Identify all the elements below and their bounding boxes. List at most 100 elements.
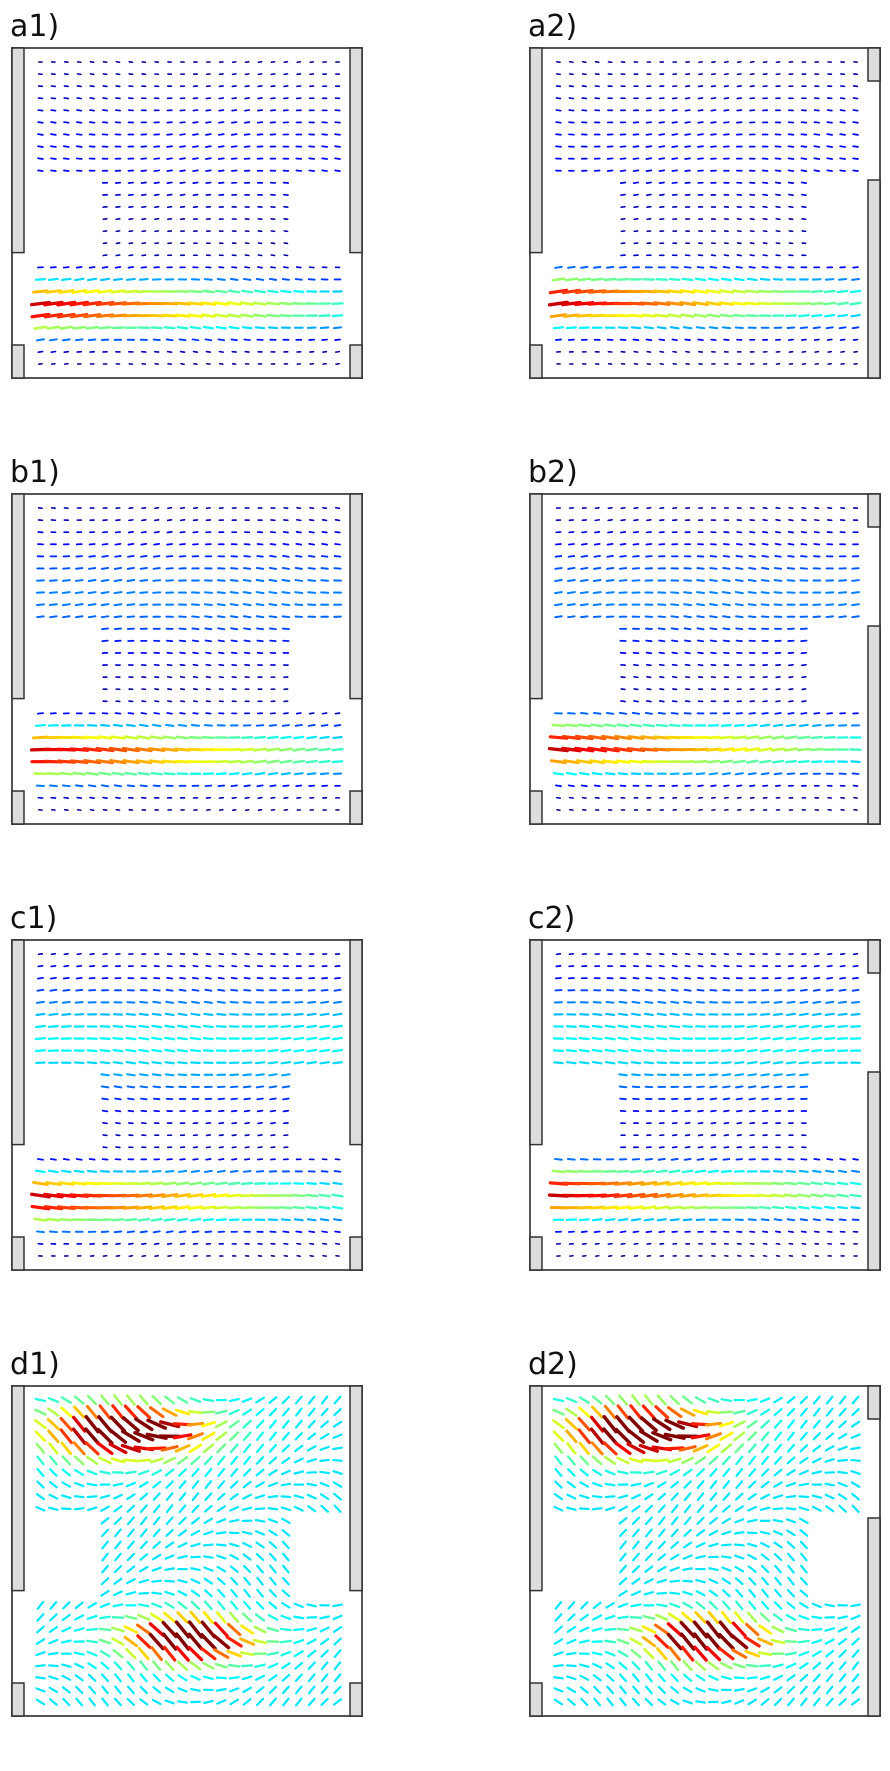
flow-vector: [733, 1650, 746, 1658]
flow-vector: [669, 1459, 680, 1462]
flow-vector: [722, 1545, 731, 1546]
flow-vector: [258, 74, 261, 75]
flow-vector: [177, 1183, 188, 1185]
flow-vector: [101, 279, 109, 280]
panel-label: d2): [528, 1347, 578, 1382]
flow-vector: [671, 1687, 678, 1692]
flow-vector: [320, 1460, 329, 1461]
flow-vector: [695, 761, 706, 762]
flow-vector: [37, 1494, 44, 1499]
flow-vector: [759, 1183, 770, 1184]
flow-vector: [840, 158, 845, 159]
flow-vector: [811, 1195, 822, 1197]
flow-vector: [229, 1665, 239, 1666]
flow-vector: [258, 110, 262, 111]
flow-vector: [698, 122, 703, 123]
flow-vector: [685, 628, 691, 629]
flow-vector: [812, 737, 822, 738]
flow-vector: [36, 1410, 46, 1415]
flow-vector: [142, 195, 146, 196]
flow-vector: [660, 701, 664, 702]
flow-vector: [219, 352, 223, 353]
flow-vector: [307, 1026, 316, 1027]
flow-vector: [618, 1171, 629, 1172]
flow-vector: [735, 1700, 743, 1703]
flow-vector: [828, 339, 832, 340]
flow-vector: [607, 267, 613, 268]
flow-vector: [748, 1062, 756, 1063]
flow-vector: [321, 580, 328, 581]
flow-vector: [776, 207, 780, 208]
flow-vector: [647, 532, 651, 533]
flow-vector: [321, 1421, 327, 1427]
flow-vector: [270, 556, 276, 557]
flow-vector: [632, 1050, 641, 1051]
flow-vector: [579, 1430, 589, 1443]
flow-vector: [115, 1566, 121, 1572]
flow-vector: [113, 327, 124, 328]
flow-vector: [723, 773, 730, 774]
flow-vector: [88, 1050, 97, 1051]
flow-vector: [242, 1665, 252, 1666]
flow-vector: [854, 954, 858, 955]
flow-vector: [708, 761, 719, 762]
flow-vector: [607, 1699, 612, 1706]
flow-vector: [643, 1207, 655, 1209]
flow-vector: [38, 170, 43, 171]
flow-vector: [568, 1482, 575, 1487]
flow-vector: [242, 1626, 253, 1634]
flow-vector: [852, 279, 859, 280]
flow-vector: [255, 737, 265, 738]
flow-vector: [605, 279, 616, 280]
flow-vector: [593, 1470, 601, 1475]
flow-vector: [568, 1495, 576, 1499]
flow-vector: [114, 1050, 123, 1051]
flow-vector: [852, 616, 859, 617]
flow-vector: [619, 1038, 628, 1039]
flow-vector: [61, 1418, 72, 1430]
flow-vector: [257, 1566, 263, 1573]
flow-vector: [851, 1605, 859, 1606]
flow-vector: [801, 134, 806, 135]
flow-vector: [63, 1602, 69, 1608]
flow-vector: [73, 291, 86, 293]
flow-vector: [112, 1628, 123, 1631]
flow-vector: [193, 978, 198, 979]
flow-vector: [321, 327, 328, 328]
flow-vector: [775, 1433, 781, 1440]
flow-vector: [646, 1159, 652, 1160]
flow-vector: [206, 158, 211, 159]
flow-vector: [658, 1699, 665, 1704]
flow-vector: [710, 568, 716, 569]
flow-vector: [656, 1407, 668, 1418]
flow-vector: [802, 182, 806, 183]
flow-vector: [321, 1639, 328, 1644]
flow-vector: [853, 1687, 859, 1693]
flow-vector: [621, 532, 625, 533]
flow-vector: [685, 1518, 691, 1525]
flow-vector: [567, 1653, 576, 1654]
flow-vector: [645, 1566, 652, 1571]
flow-vector: [297, 713, 301, 714]
flow-vector: [48, 327, 60, 329]
flow-vector: [140, 1580, 148, 1583]
flow-vector: [322, 532, 326, 533]
flow-vector: [38, 1602, 43, 1609]
flow-vector: [672, 978, 677, 979]
flow-vector: [557, 798, 561, 799]
flow-vector: [138, 291, 150, 292]
flow-vector: [643, 1627, 655, 1633]
flow-vector: [217, 1219, 226, 1220]
flow-vector: [191, 1219, 200, 1220]
flow-vector: [168, 508, 172, 509]
flow-vector: [827, 1699, 833, 1705]
flow-vector: [153, 1482, 160, 1488]
flow-vector: [204, 1701, 212, 1703]
flow-vector: [179, 1530, 186, 1535]
flow-vector: [50, 592, 57, 593]
flow-vector: [723, 1590, 729, 1596]
flow-vector: [736, 1602, 742, 1609]
flow-vector: [813, 1663, 820, 1669]
flow-vector: [37, 1231, 44, 1232]
flow-vector: [152, 1026, 161, 1027]
